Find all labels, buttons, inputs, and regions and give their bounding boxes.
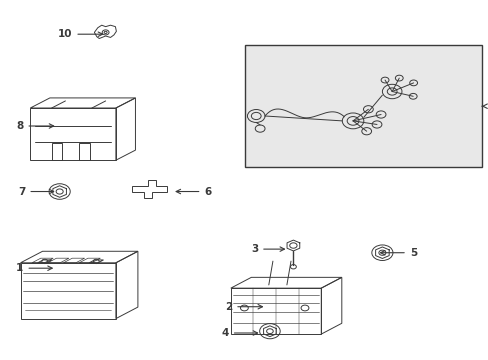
Text: 6: 6: [176, 186, 211, 197]
Text: 10: 10: [58, 29, 102, 39]
Bar: [245, 45, 481, 167]
Text: 9: 9: [481, 101, 488, 111]
Text: 2: 2: [224, 302, 262, 312]
Text: 7: 7: [18, 186, 54, 197]
Text: 1: 1: [16, 263, 52, 273]
Text: 4: 4: [221, 328, 257, 338]
Text: 8: 8: [16, 121, 54, 131]
Text: 3: 3: [250, 244, 284, 254]
Text: 5: 5: [380, 248, 416, 258]
